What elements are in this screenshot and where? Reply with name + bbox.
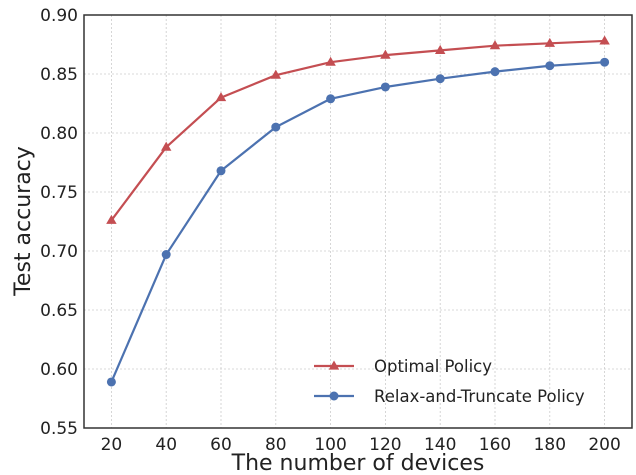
x-axis-label: The number of devices <box>231 451 485 475</box>
x-tick-label: 40 <box>155 435 177 455</box>
y-axis-label: Test accuracy <box>11 146 36 297</box>
series-line <box>110 61 605 383</box>
y-tick-label: 0.75 <box>40 183 78 203</box>
data-point <box>435 74 445 84</box>
x-tick-labels: 20 40 60 80 100 120 140 160 180 200 <box>101 435 621 455</box>
y-tick-label: 0.55 <box>40 419 78 439</box>
data-point <box>380 82 390 92</box>
y-tick-label: 0.80 <box>40 124 78 144</box>
data-point <box>490 67 500 77</box>
data-point <box>380 49 391 59</box>
x-tick-label: 120 <box>369 435 401 455</box>
legend-marker <box>328 360 340 370</box>
x-tick-label: 140 <box>424 435 456 455</box>
y-tick-label: 0.90 <box>40 6 78 26</box>
data-point <box>545 61 555 71</box>
grid <box>84 14 632 429</box>
x-tick-label: 20 <box>101 435 123 455</box>
data-point <box>325 56 336 66</box>
data-point <box>326 94 336 104</box>
y-tick-label: 0.65 <box>40 301 78 321</box>
series-optimal <box>106 35 610 224</box>
series-layer <box>106 35 610 387</box>
data-point <box>434 44 446 54</box>
legend-item: Relax-and-Truncate Policy <box>314 387 585 406</box>
legend-label: Relax-and-Truncate Policy <box>374 387 585 406</box>
data-point <box>216 166 226 176</box>
data-point <box>161 250 171 260</box>
y-tick-label: 0.70 <box>40 242 78 262</box>
x-tick-label: 200 <box>588 435 620 455</box>
data-point <box>270 69 282 79</box>
data-point <box>600 57 610 67</box>
y-tick-labels: 0.55 0.60 0.65 0.70 0.75 0.80 0.85 0.90 <box>40 6 78 439</box>
y-tick-label: 0.60 <box>40 360 78 380</box>
legend-item: Optimal Policy <box>314 357 492 376</box>
data-point <box>106 214 117 224</box>
legend-marker <box>329 391 339 401</box>
series-line <box>110 39 605 221</box>
series-relax-truncate <box>106 57 610 387</box>
x-tick-label: 160 <box>479 435 511 455</box>
data-point <box>489 40 501 50</box>
data-point <box>544 37 556 47</box>
legend-label: Optimal Policy <box>374 357 492 376</box>
y-tick-label: 0.85 <box>40 65 78 85</box>
legend: Optimal Policy Relax-and-Truncate Policy <box>314 357 585 406</box>
plot-frame <box>83 14 633 429</box>
data-point <box>160 141 172 151</box>
x-tick-label: 60 <box>210 435 232 455</box>
data-point <box>215 92 227 102</box>
data-point <box>106 377 116 387</box>
data-point <box>271 122 281 132</box>
x-tick-label: 180 <box>534 435 566 455</box>
x-tick-label: 100 <box>314 435 346 455</box>
data-point <box>599 35 610 45</box>
x-tick-label: 80 <box>265 435 287 455</box>
